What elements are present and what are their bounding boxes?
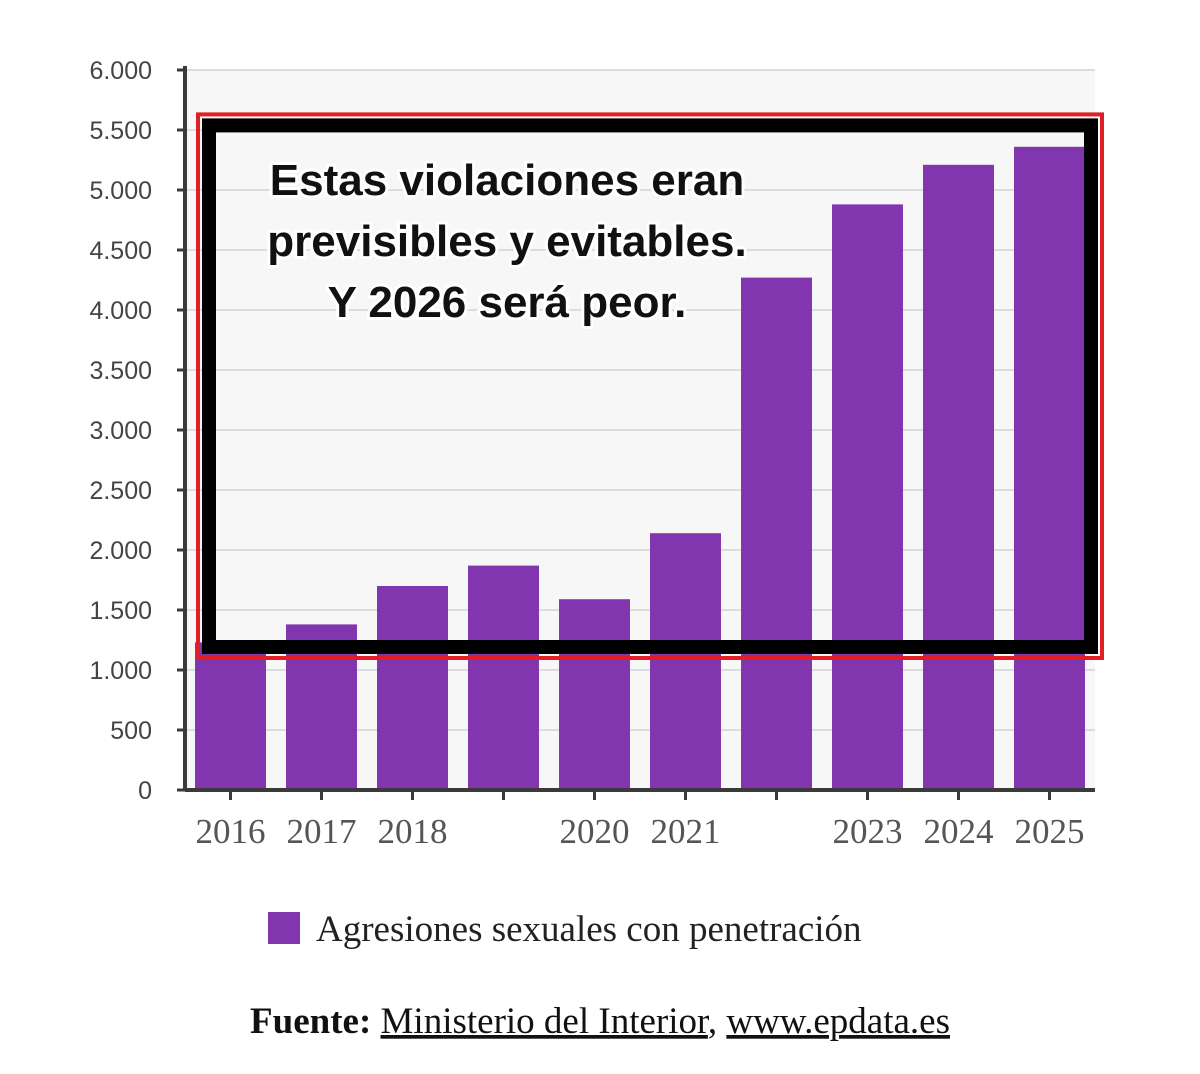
y-tick-label: 3.000 bbox=[89, 417, 152, 445]
source-separator: , bbox=[708, 1001, 717, 1042]
y-tick-label: 5.500 bbox=[89, 117, 152, 145]
y-tick-label: 2.000 bbox=[89, 537, 152, 565]
bar bbox=[832, 204, 903, 790]
x-tick-label: 2016 bbox=[196, 812, 266, 851]
y-tick-label: 2.500 bbox=[89, 477, 152, 505]
annotation-outer-border bbox=[196, 112, 1104, 660]
x-tick-label: 2025 bbox=[1015, 812, 1085, 851]
y-tick-label: 0 bbox=[138, 777, 152, 805]
y-tick-label: 6.000 bbox=[89, 57, 152, 85]
bar bbox=[559, 599, 630, 790]
annotation-line-3: Y 2026 será peor. bbox=[328, 278, 687, 327]
source-link[interactable]: www.epdata.es bbox=[726, 1001, 950, 1042]
bars bbox=[195, 146, 1085, 791]
x-tick-label: 2024 bbox=[924, 812, 994, 851]
x-tick-label: 2017 bbox=[287, 812, 357, 851]
bar bbox=[923, 164, 994, 791]
y-tick-label: 1.000 bbox=[89, 657, 152, 685]
y-tick-label: 4.500 bbox=[89, 237, 152, 265]
source-line: Fuente: Ministerio del Interior, www.epd… bbox=[250, 1001, 950, 1042]
bar bbox=[1014, 146, 1085, 791]
x-tick-label: 2023 bbox=[833, 812, 903, 851]
annotation-inner-border bbox=[202, 118, 1098, 654]
y-tick-labels: 0 500 1.000 1.500 2.000 2.500 3.000 3.500 4.000 4… bbox=[89, 57, 185, 805]
x-tick-label: 2018 bbox=[378, 812, 448, 851]
bar bbox=[741, 277, 812, 791]
x-tick-label: 2020 bbox=[560, 812, 630, 851]
y-tick-label: 4.000 bbox=[89, 297, 152, 325]
legend-label: Agresiones sexuales con penetración bbox=[316, 909, 862, 950]
x-tick-label: 2021 bbox=[651, 812, 721, 851]
x-tick-labels: 2016 2017 2018 2020 2021 2023 2024 2025 bbox=[196, 790, 1085, 851]
y-tick-label: 500 bbox=[110, 717, 152, 745]
bar bbox=[468, 565, 539, 790]
legend-swatch bbox=[268, 912, 300, 944]
y-tick-label: 1.500 bbox=[89, 597, 152, 625]
bar bbox=[195, 642, 266, 790]
bar bbox=[377, 586, 448, 790]
annotation-line-1: Estas violaciones eran bbox=[270, 156, 744, 205]
y-tick-label: 3.500 bbox=[89, 357, 152, 385]
legend: Agresiones sexuales con penetración bbox=[268, 909, 862, 950]
annotation-box: Estas violaciones eran previsibles y evi… bbox=[196, 112, 1104, 660]
source-text: Ministerio del Interior bbox=[381, 1001, 709, 1042]
bar bbox=[650, 533, 721, 790]
annotation-line-2: previsibles y evitables. bbox=[267, 217, 746, 266]
source-label: Fuente: bbox=[250, 1001, 371, 1042]
y-tick-label: 5.000 bbox=[89, 177, 152, 205]
